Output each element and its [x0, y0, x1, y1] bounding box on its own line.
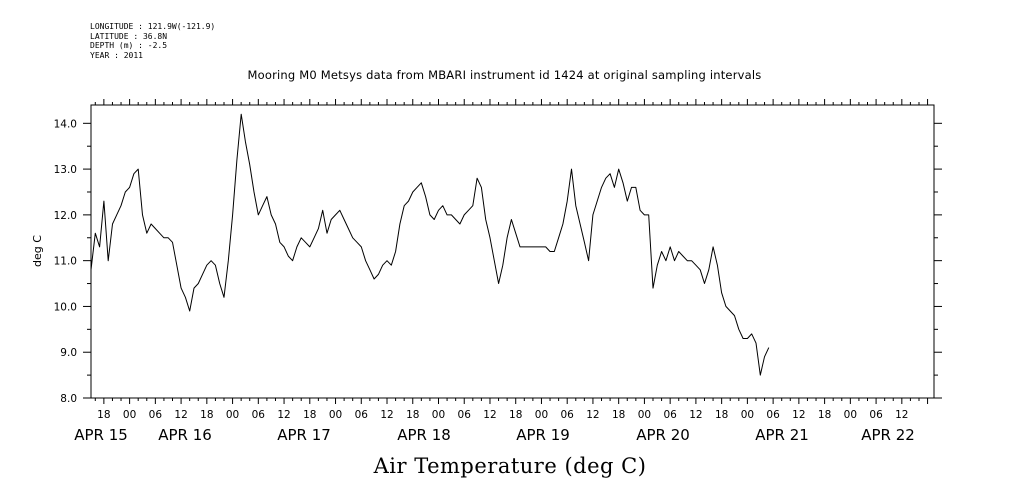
- x-tick-label: 18: [303, 409, 316, 421]
- series-line: [90, 113, 770, 376]
- metadata-block: LONGITUDE : 121.9W(-121.9) LATITUDE : 36…: [90, 22, 215, 60]
- depth-text: DEPTH (m) : -2.5: [90, 41, 168, 50]
- x-tick-label: 00: [535, 409, 548, 421]
- x-tick-label: 06: [355, 409, 369, 421]
- x-tick-label: 12: [277, 409, 290, 421]
- x-tick-label: 06: [663, 409, 677, 421]
- y-axis-label: deg C: [31, 235, 44, 267]
- date-label: APR 18: [397, 426, 451, 444]
- y-tick-label: 12.0: [54, 210, 77, 222]
- y-tick-label: 11.0: [54, 256, 77, 268]
- x-tick-label: 06: [252, 409, 266, 421]
- date-label: APR 19: [516, 426, 570, 444]
- date-label: APR 20: [636, 426, 690, 444]
- x-tick-label: 00: [329, 409, 342, 421]
- date-label: APR 22: [861, 426, 915, 444]
- x-tick-label: 12: [895, 409, 908, 421]
- x-tick-label: 00: [123, 409, 136, 421]
- x-tick-label: 18: [200, 409, 213, 421]
- date-label: APR 15: [74, 426, 128, 444]
- x-tick-label: 18: [509, 409, 522, 421]
- x-tick-label: 06: [766, 409, 780, 421]
- x-tick-label: 18: [818, 409, 831, 421]
- date-label: APR 21: [755, 426, 809, 444]
- x-tick-label: 18: [97, 409, 110, 421]
- x-tick-label: 12: [586, 409, 599, 421]
- series-group: [90, 113, 770, 376]
- date-label: APR 17: [277, 426, 331, 444]
- x-tick-label: 12: [792, 409, 805, 421]
- chart-title: Mooring M0 Metsys data from MBARI instru…: [247, 68, 762, 82]
- x-tick-label: 06: [458, 409, 472, 421]
- x-tick-label: 06: [869, 409, 883, 421]
- x-tick-label: 12: [174, 409, 187, 421]
- y-tick-label: 9.0: [60, 347, 77, 359]
- x-tick-label: 12: [689, 409, 702, 421]
- y-tick-label: 13.0: [54, 164, 77, 176]
- latitude-text: LATITUDE : 36.8N: [90, 31, 168, 41]
- x-tick-label: 00: [638, 409, 651, 421]
- y-tick-label: 14.0: [54, 118, 77, 130]
- tick-marks: [83, 99, 942, 404]
- x-tick-label: 18: [715, 409, 728, 421]
- x-tick-label: 06: [149, 409, 163, 421]
- x-tick-label: 18: [406, 409, 419, 421]
- x-tick-label: 06: [561, 409, 575, 421]
- x-tick-labels: 18 00 06 12 18 00 06 12 18 00 06 12 18 00 06 12 18 00 06 12…: [97, 409, 908, 421]
- x-tick-label: 00: [226, 409, 239, 421]
- x-tick-label: 00: [844, 409, 857, 421]
- x-tick-label: 12: [380, 409, 393, 421]
- x-tick-label: 18: [612, 409, 625, 421]
- x-tick-label: 00: [741, 409, 754, 421]
- x-tick-label: 12: [483, 409, 496, 421]
- x-tick-label: 00: [432, 409, 445, 421]
- y-tick-label: 10.0: [54, 301, 77, 313]
- year-text: YEAR : 2011: [90, 50, 143, 60]
- x-axis-label: Air Temperature (deg C): [373, 454, 647, 478]
- plot-frame: [90, 104, 935, 399]
- y-tick-labels: 8.0 9.0 10.0 11.0 12.0 13.0 14.0: [54, 118, 77, 405]
- y-tick-label: 8.0: [60, 393, 77, 405]
- longitude-text: LONGITUDE : 121.9W(-121.9): [90, 22, 216, 31]
- date-label: APR 16: [158, 426, 212, 444]
- date-labels: APR 15 APR 16 APR 17 APR 18 APR 19 APR 20 APR …: [74, 426, 915, 444]
